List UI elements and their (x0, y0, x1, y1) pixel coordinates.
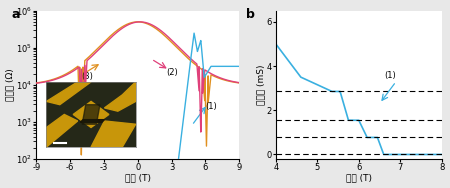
Text: (3): (3) (81, 72, 93, 81)
Text: a: a (12, 8, 20, 21)
Y-axis label: 抗抗率 (Ω): 抗抗率 (Ω) (5, 68, 14, 101)
X-axis label: 磁場 (T): 磁場 (T) (125, 174, 151, 182)
Text: b: b (246, 8, 255, 21)
Text: (1): (1) (205, 102, 217, 111)
Text: (2): (2) (166, 68, 178, 77)
Y-axis label: 伝導度 (mS): 伝導度 (mS) (256, 64, 265, 105)
Text: (1): (1) (384, 71, 396, 80)
X-axis label: 磁場 (T): 磁場 (T) (346, 174, 372, 182)
